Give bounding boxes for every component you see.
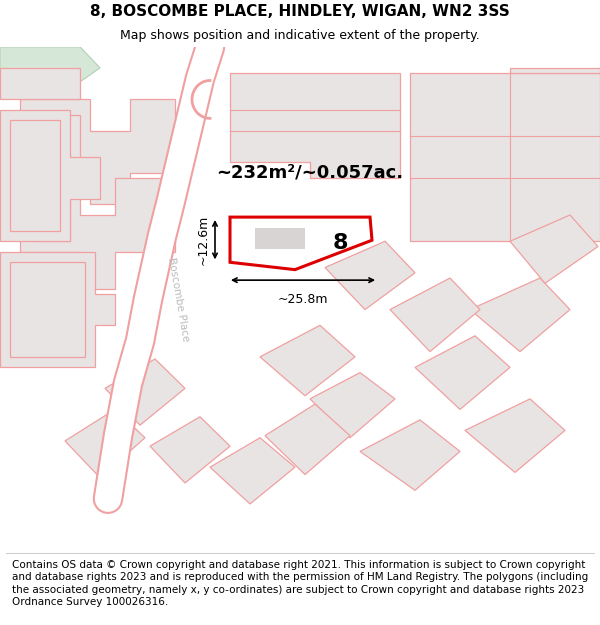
Text: 8, BOSCOMBE PLACE, HINDLEY, WIGAN, WN2 3SS: 8, BOSCOMBE PLACE, HINDLEY, WIGAN, WN2 3… bbox=[90, 4, 510, 19]
Polygon shape bbox=[20, 99, 175, 204]
Text: ~25.8m: ~25.8m bbox=[278, 292, 328, 306]
Polygon shape bbox=[35, 115, 80, 162]
Polygon shape bbox=[10, 121, 60, 231]
Polygon shape bbox=[105, 359, 185, 425]
Polygon shape bbox=[0, 110, 100, 241]
Polygon shape bbox=[65, 409, 145, 478]
Polygon shape bbox=[510, 215, 598, 283]
Polygon shape bbox=[10, 262, 85, 357]
Polygon shape bbox=[465, 399, 565, 472]
Polygon shape bbox=[310, 372, 395, 438]
Polygon shape bbox=[470, 278, 570, 352]
Polygon shape bbox=[210, 438, 295, 504]
Polygon shape bbox=[410, 73, 600, 241]
Text: ~12.6m: ~12.6m bbox=[197, 214, 210, 265]
Polygon shape bbox=[35, 194, 70, 241]
Polygon shape bbox=[265, 404, 350, 474]
Polygon shape bbox=[260, 326, 355, 396]
Polygon shape bbox=[360, 420, 460, 490]
Text: Map shows position and indicative extent of the property.: Map shows position and indicative extent… bbox=[120, 29, 480, 42]
Polygon shape bbox=[0, 252, 115, 368]
Polygon shape bbox=[325, 241, 415, 309]
Text: 8: 8 bbox=[332, 233, 348, 253]
Text: ~232m²/~0.057ac.: ~232m²/~0.057ac. bbox=[217, 164, 404, 182]
Polygon shape bbox=[230, 73, 400, 178]
Polygon shape bbox=[415, 336, 510, 409]
Polygon shape bbox=[150, 417, 230, 483]
Polygon shape bbox=[510, 68, 600, 73]
Polygon shape bbox=[0, 68, 80, 99]
Text: Contains OS data © Crown copyright and database right 2021. This information is : Contains OS data © Crown copyright and d… bbox=[12, 560, 588, 608]
Polygon shape bbox=[230, 217, 372, 269]
Polygon shape bbox=[390, 278, 480, 352]
Polygon shape bbox=[20, 178, 175, 289]
Polygon shape bbox=[255, 228, 305, 249]
Polygon shape bbox=[0, 47, 100, 89]
Text: Boscombe Place: Boscombe Place bbox=[166, 256, 190, 342]
